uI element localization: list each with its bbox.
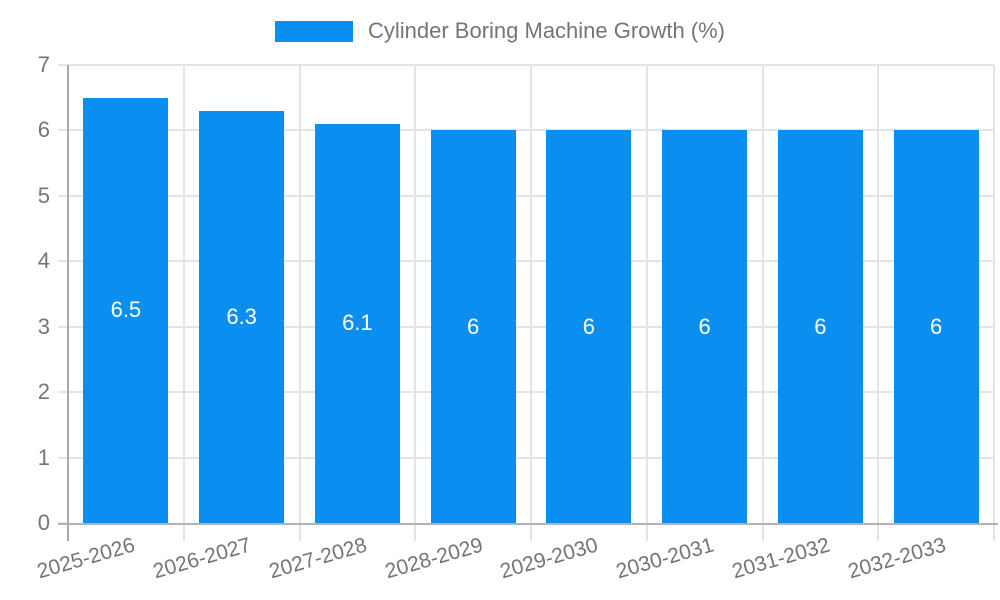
gridline-horizontal	[58, 325, 994, 328]
bar: 6.3	[199, 110, 285, 523]
gridline-vertical	[182, 65, 185, 541]
gridline-horizontal	[58, 391, 994, 394]
y-axis-tick-label: 7	[37, 52, 50, 77]
bar-value-label: 6	[467, 313, 480, 339]
gridline-horizontal	[58, 64, 994, 66]
bar: 6	[430, 130, 516, 523]
y-axis-tick-label: 6	[37, 117, 50, 143]
gridline-vertical	[530, 65, 532, 541]
gridline-horizontal	[58, 194, 994, 197]
bar-value-label: 6	[698, 313, 711, 339]
x-axis-tick-label: 2032-2033	[845, 533, 949, 584]
gridline-vertical	[761, 65, 764, 541]
y-axis-tick-label: 0	[37, 510, 50, 535]
bar-value-label: 6.1	[342, 310, 373, 336]
x-axis-tick-label: 2028-2029	[382, 533, 486, 584]
gridline-vertical	[993, 65, 995, 541]
y-axis-line	[67, 65, 69, 541]
bar-value-label: 6	[814, 313, 827, 339]
x-axis-tick-label: 2030-2031	[613, 533, 717, 584]
bar: 6	[546, 130, 632, 523]
plot-area: 0 1 2 3 4 5 6 7 6.5 6.3 6.1 6 6 6 6 6 2025-2026 2026-2027…	[35, 53, 998, 583]
bar-value-label: 6	[582, 313, 595, 339]
gridline-vertical	[877, 65, 880, 541]
bar-value-label: 6	[930, 313, 943, 339]
bar: 6.5	[83, 97, 169, 523]
y-axis-tick-label: 2	[37, 379, 50, 405]
bar-value-label: 6.5	[110, 297, 142, 323]
legend: Cylinder Boring Machine Growth (%)	[0, 18, 1000, 44]
gridline-vertical	[645, 65, 648, 541]
gridline-horizontal	[58, 456, 994, 459]
legend-swatch	[274, 20, 353, 42]
bar: 6	[777, 130, 863, 523]
x-axis-tick-label: 2026-2027	[150, 533, 254, 584]
bar: 6	[662, 130, 748, 523]
y-axis-tick-label: 1	[37, 444, 50, 470]
y-axis-tick-label: 4	[37, 248, 50, 274]
x-axis-line	[58, 523, 998, 525]
bar: 6	[893, 130, 979, 523]
gridline-vertical	[298, 65, 301, 541]
y-axis-tick-label: 5	[37, 182, 50, 208]
x-axis-tick-label: 2031-2032	[729, 533, 833, 584]
x-axis-tick-label: 2025-2026	[35, 533, 138, 584]
bar: 6.1	[314, 123, 400, 523]
legend-label: Cylinder Boring Machine Growth (%)	[367, 18, 726, 43]
bar-value-label: 6.3	[226, 303, 257, 329]
gridline-horizontal	[58, 129, 994, 132]
y-axis-tick-label: 3	[37, 313, 50, 339]
gridline-horizontal	[58, 260, 994, 263]
gridline-vertical	[414, 65, 417, 541]
x-axis-tick-label: 2027-2028	[266, 533, 370, 584]
x-axis-tick-label: 2029-2030	[498, 533, 601, 584]
